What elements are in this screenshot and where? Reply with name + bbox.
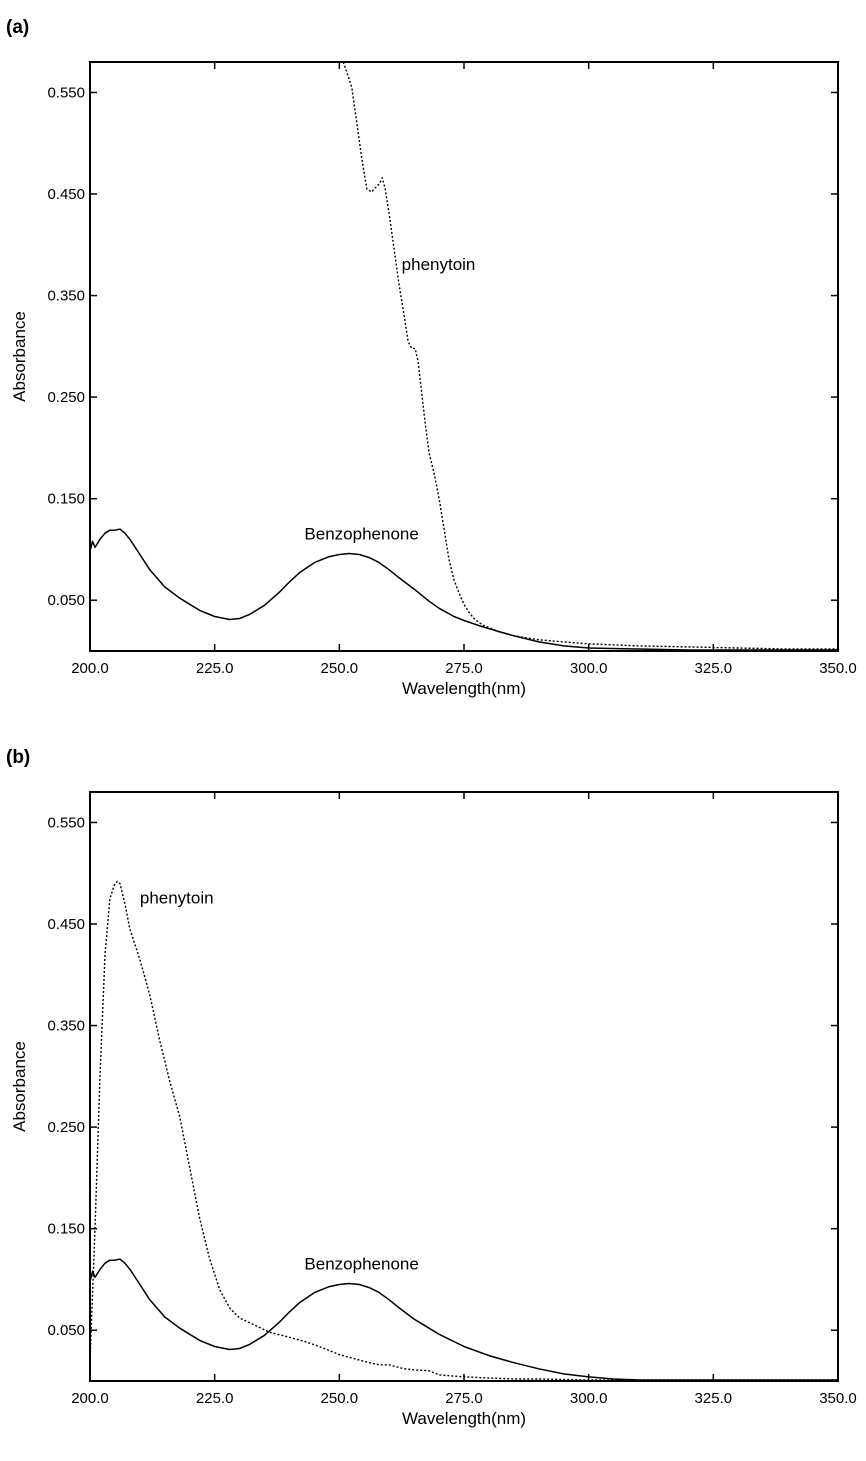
chart-b-y-tick-label: 0.050	[47, 1322, 85, 1339]
chart-a-panel-label: (a)	[6, 17, 29, 38]
chart-a-x-tick-label: 250.0	[321, 660, 359, 677]
chart-a-x-tick-label: 350.0	[819, 660, 857, 677]
chart-a-annotation: phenytoin	[402, 255, 476, 274]
chart-b-y-tick-label: 0.450	[47, 916, 85, 933]
chart-a-y-tick-label: 0.050	[47, 592, 85, 609]
chart-a-y-tick-label: 0.150	[47, 491, 85, 508]
chart-a-y-tick-label: 0.250	[47, 389, 85, 406]
chart-a-annotation: Benzophenone	[304, 524, 418, 543]
chart-b-x-tick-label: 275.0	[445, 1390, 483, 1407]
chart-a-x-axis-title: Wavelength(nm)	[402, 679, 526, 698]
chart-b-y-tick-label: 0.250	[47, 1119, 85, 1136]
chart-b-x-tick-label: 300.0	[570, 1390, 608, 1407]
chart-b-y-tick-label: 0.350	[47, 1018, 85, 1035]
chart-b-x-tick-label: 325.0	[695, 1390, 733, 1407]
chart-a-y-tick-label: 0.450	[47, 186, 85, 203]
chart-panel-b: (b) 200.0 225.0 250.0 275.0 300.0 325.0 350.0 0.…	[0, 730, 866, 1450]
chart-b-y-tick-label: 0.150	[47, 1221, 85, 1238]
chart-a-series-phenytoin	[342, 62, 838, 650]
chart-b-y-axis-title: Absorbance	[10, 1041, 29, 1132]
chart-b-x-tick-label: 350.0	[819, 1390, 857, 1407]
chart-b-x-tick-label: 250.0	[321, 1390, 359, 1407]
chart-b-plot-frame	[89, 791, 839, 1382]
chart-b-x-tick-label: 200.0	[71, 1390, 109, 1407]
chart-panel-a: (a) 200.0 225.0 250.0 275.0 300.0 325.0 350.0 0.…	[0, 0, 866, 720]
chart-a-x-tick-label: 275.0	[445, 660, 483, 677]
chart-b-annotation: phenytoin	[140, 889, 214, 908]
chart-b-x-tick-label: 225.0	[196, 1390, 234, 1407]
chart-a-x-tick-label: 225.0	[196, 660, 234, 677]
chart-b-y-tick-label: 0.550	[47, 814, 85, 831]
chart-b-svg: (b) 200.0 225.0 250.0 275.0 300.0 325.0 350.0 0.…	[6, 747, 857, 1428]
chart-a-y-tick-label: 0.550	[47, 84, 85, 101]
chart-b-panel-label: (b)	[6, 747, 30, 768]
chart-a-svg: (a) 200.0 225.0 250.0 275.0 300.0 325.0 350.0 0.…	[6, 17, 857, 698]
chart-b-annotation: Benzophenone	[304, 1254, 418, 1273]
chart-b-series-phenytoin	[90, 880, 838, 1381]
chart-a-series-benzophenone	[90, 528, 838, 651]
chart-a-y-axis-title: Absorbance	[10, 311, 29, 402]
chart-a-x-tick-label: 200.0	[71, 660, 109, 677]
chart-a-plot-frame	[89, 61, 839, 652]
chart-a-x-tick-label: 325.0	[695, 660, 733, 677]
chart-b-x-axis-title: Wavelength(nm)	[402, 1409, 526, 1428]
chart-a-y-tick-label: 0.350	[47, 288, 85, 305]
chart-b-series-benzophenone	[90, 1258, 838, 1381]
chart-a-x-tick-label: 300.0	[570, 660, 608, 677]
